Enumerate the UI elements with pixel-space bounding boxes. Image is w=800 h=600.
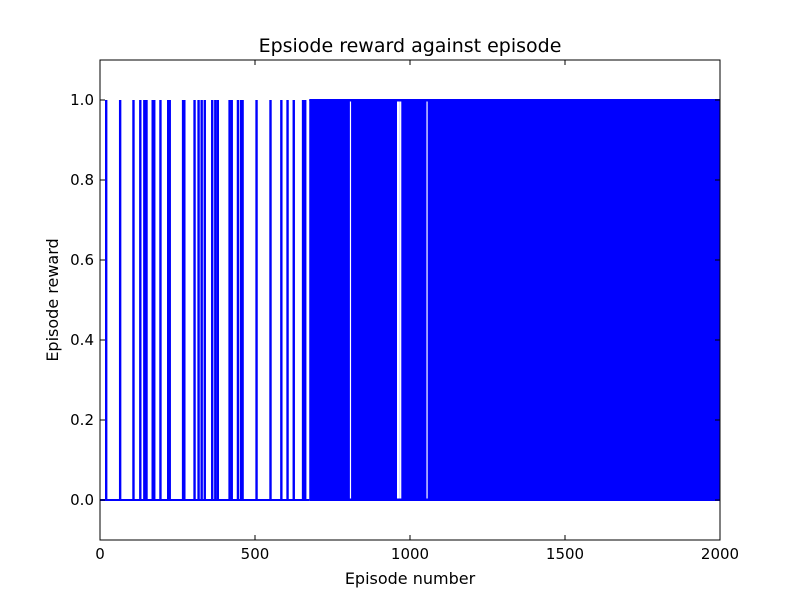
y-tick-label: 0.8 bbox=[70, 171, 94, 189]
y-axis-title: Episode reward bbox=[43, 238, 62, 361]
y-tick-label: 0.4 bbox=[70, 331, 94, 349]
y-tick-label: 0.0 bbox=[70, 491, 94, 509]
y-tick-label: 1.0 bbox=[70, 91, 94, 109]
x-axis-title: Episode number bbox=[345, 569, 476, 588]
x-tick-label: 1000 bbox=[391, 545, 429, 563]
chart-title: Epsiode reward against episode bbox=[259, 35, 562, 57]
dense-reward-region bbox=[309, 100, 720, 500]
x-tick-label: 0 bbox=[95, 545, 105, 563]
series-layer bbox=[100, 99, 720, 501]
x-tick-label: 1500 bbox=[546, 545, 584, 563]
x-tick-label: 500 bbox=[241, 545, 270, 563]
y-tick-label: 0.2 bbox=[70, 411, 94, 429]
y-tick-label: 0.6 bbox=[70, 251, 94, 269]
tick-layer: 0 500 1000 1500 2000 0.0 0.2 0.4 0.6 0.8 1.0 bbox=[70, 60, 739, 563]
x-tick-label: 2000 bbox=[701, 545, 739, 563]
